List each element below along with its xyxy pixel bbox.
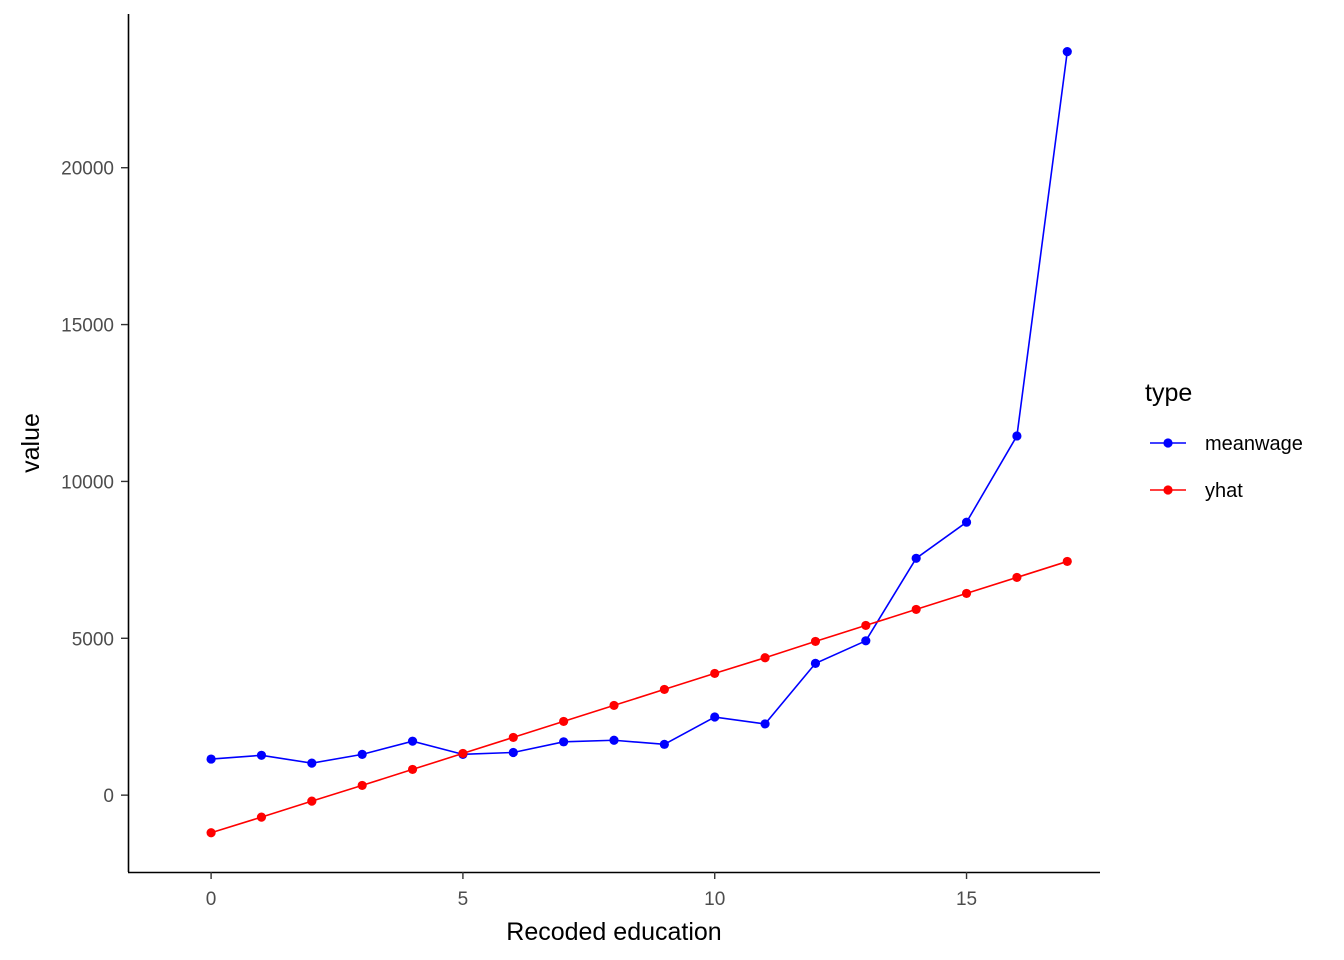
data-point-meanwage xyxy=(1062,47,1072,57)
legend-label: meanwage xyxy=(1205,433,1303,455)
legend-key-point xyxy=(1163,485,1173,495)
legend: type meanwage yhat xyxy=(1145,379,1303,502)
y-tick-label: 15000 xyxy=(61,316,114,337)
data-point-yhat xyxy=(961,588,972,599)
legend-key-point xyxy=(1163,438,1173,448)
data-point-yhat xyxy=(710,668,720,679)
data-point-yhat xyxy=(307,796,317,806)
x-tick-label: 15 xyxy=(956,889,977,910)
y-tick-label: 20000 xyxy=(61,159,114,180)
y-ticks: 0 5000 10000 15000 20000 xyxy=(61,159,128,807)
data-point-meanwage xyxy=(407,736,418,746)
data-point-yhat xyxy=(559,716,569,727)
data-point-yhat xyxy=(256,812,267,822)
axes: 0 5 10 15 0 5000 10000 15000 20000 xyxy=(61,14,1100,910)
data-point-meanwage xyxy=(1012,431,1022,441)
series-line-yhat xyxy=(210,560,1068,834)
data-point-yhat xyxy=(911,604,921,615)
data-point-yhat xyxy=(206,828,216,838)
data-point-meanwage xyxy=(659,739,669,749)
data-point-meanwage xyxy=(508,747,518,758)
data-point-yhat xyxy=(760,653,770,663)
x-tick-label: 5 xyxy=(458,889,469,910)
x-axis-title: Recoded education xyxy=(506,918,721,946)
legend-title: type xyxy=(1145,379,1192,407)
x-tick-label: 0 xyxy=(206,889,217,910)
y-tick-label: 5000 xyxy=(72,629,114,650)
data-point-yhat xyxy=(609,700,619,711)
data-point-meanwage xyxy=(357,749,367,759)
legend-item-meanwage: meanwage xyxy=(1150,433,1303,455)
data-point-meanwage xyxy=(810,658,821,668)
data-point-meanwage xyxy=(911,553,921,563)
data-point-yhat xyxy=(1062,556,1072,567)
series-layer xyxy=(206,47,1072,838)
x-tick-label: 10 xyxy=(704,889,725,910)
data-point-yhat xyxy=(458,748,468,759)
data-point-yhat xyxy=(1012,572,1022,583)
series-line-meanwage xyxy=(211,51,1069,764)
data-point-meanwage xyxy=(609,735,619,745)
data-point-yhat xyxy=(861,620,871,631)
data-point-yhat xyxy=(659,684,669,695)
data-point-meanwage xyxy=(861,636,871,646)
y-tick-label: 0 xyxy=(103,786,114,807)
y-axis-title: value xyxy=(17,413,45,473)
data-point-yhat xyxy=(810,636,821,647)
data-point-yhat xyxy=(357,780,367,791)
data-point-meanwage xyxy=(710,712,720,722)
series-yhat xyxy=(206,556,1072,838)
y-tick-label: 10000 xyxy=(61,472,114,493)
x-ticks: 0 5 10 15 xyxy=(206,872,977,910)
data-point-meanwage xyxy=(206,754,216,764)
legend-items: meanwage yhat xyxy=(1150,433,1303,502)
data-point-yhat xyxy=(407,764,418,775)
legend-label: yhat xyxy=(1205,480,1243,502)
data-point-yhat xyxy=(508,732,518,743)
series-meanwage xyxy=(206,47,1072,768)
data-point-meanwage xyxy=(307,758,317,768)
data-point-meanwage xyxy=(559,737,569,747)
data-point-meanwage xyxy=(760,719,770,729)
data-point-meanwage xyxy=(961,517,972,527)
legend-item-yhat: yhat xyxy=(1150,480,1243,502)
data-point-meanwage xyxy=(256,750,267,760)
